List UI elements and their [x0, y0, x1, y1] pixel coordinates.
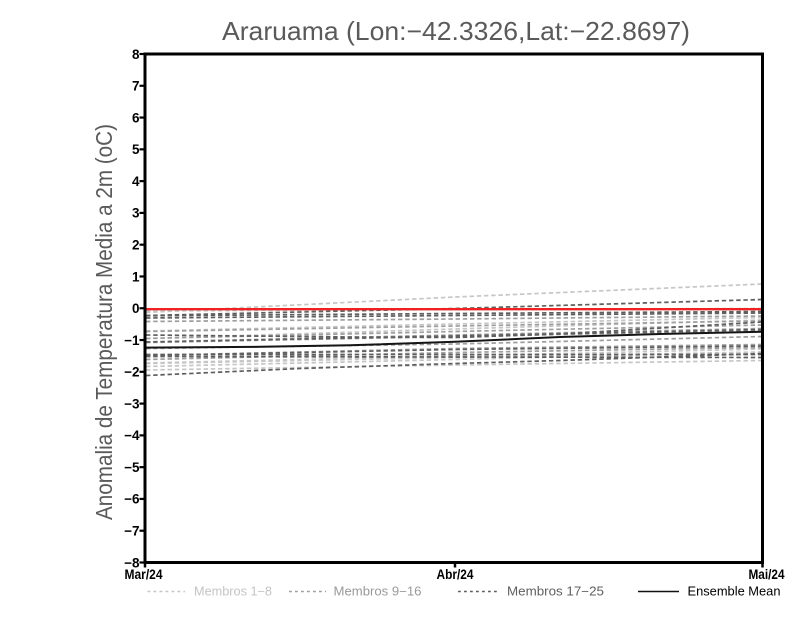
svg-text:5: 5	[132, 142, 140, 157]
svg-text:Abr/24: Abr/24	[437, 567, 474, 582]
svg-text:0: 0	[132, 301, 140, 316]
svg-text:Membros 1−8: Membros 1−8	[194, 585, 272, 599]
svg-text:−5: −5	[124, 460, 140, 475]
svg-text:−6: −6	[124, 492, 140, 507]
svg-text:−1: −1	[124, 333, 140, 348]
svg-text:−8: −8	[124, 555, 140, 570]
svg-text:4: 4	[132, 174, 140, 189]
svg-text:−7: −7	[124, 524, 139, 539]
svg-text:7: 7	[132, 79, 140, 94]
svg-text:Membros 9−16: Membros 9−16	[334, 585, 422, 599]
svg-text:Ensemble Mean: Ensemble Mean	[688, 585, 781, 599]
svg-text:1: 1	[132, 269, 140, 284]
svg-text:2: 2	[132, 237, 140, 252]
svg-text:−3: −3	[124, 396, 140, 411]
svg-text:3: 3	[132, 206, 140, 221]
svg-text:Araruama (Lon:−42.3326,Lat:−22: Araruama (Lon:−42.3326,Lat:−22.8697)	[222, 16, 690, 46]
svg-text:Membros 17−25: Membros 17−25	[507, 585, 604, 599]
svg-text:−2: −2	[124, 365, 139, 380]
svg-text:Mar/24: Mar/24	[125, 567, 163, 582]
svg-text:Mai/24: Mai/24	[749, 567, 785, 582]
svg-text:−4: −4	[124, 428, 140, 443]
svg-text:6: 6	[132, 110, 140, 125]
svg-text:Anomalia de Temperatura Media: Anomalia de Temperatura Media a 2m (oC)	[91, 124, 117, 520]
svg-text:8: 8	[132, 47, 140, 62]
